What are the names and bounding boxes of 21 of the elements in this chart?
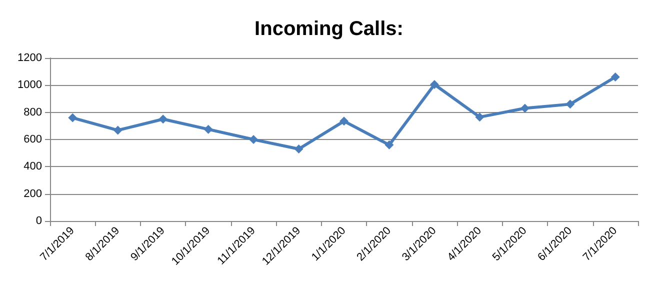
y-tick-label: 1200	[18, 52, 42, 64]
point	[204, 124, 213, 134]
point	[430, 80, 439, 89]
y-tick-label: 400	[24, 160, 42, 173]
y-tick-label: 800	[24, 106, 42, 118]
point	[566, 100, 575, 109]
y-tick-label: 0	[36, 215, 42, 227]
point	[340, 116, 348, 126]
point	[249, 135, 258, 144]
point	[384, 140, 394, 150]
point	[113, 126, 122, 135]
point	[610, 72, 620, 82]
y-tick-label: 200	[24, 188, 42, 200]
point	[68, 113, 78, 122]
y-tick-label: 1000	[18, 79, 42, 92]
point	[158, 114, 168, 124]
chart-title: Incoming Calls:	[254, 18, 404, 40]
point	[475, 112, 484, 122]
point	[520, 104, 530, 113]
y-tick-label: 600	[24, 134, 42, 146]
point	[294, 144, 304, 154]
